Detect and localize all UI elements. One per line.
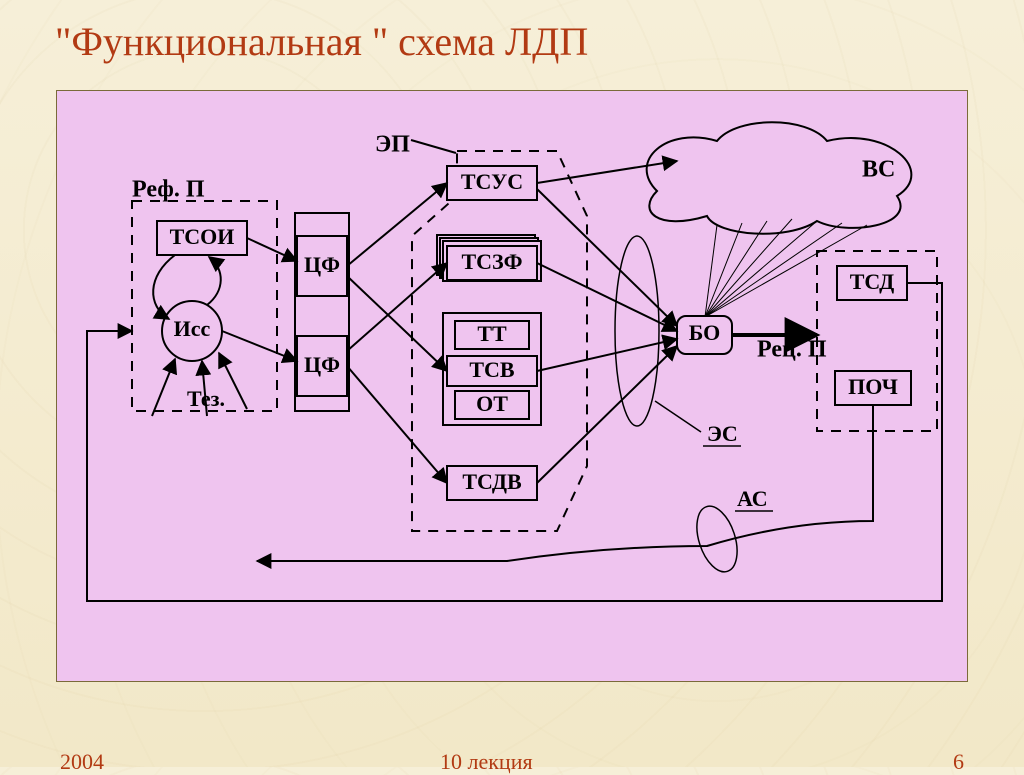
svg-text:БО: БО xyxy=(689,320,721,345)
svg-text:АС: АС xyxy=(737,486,768,511)
svg-text:ОТ: ОТ xyxy=(476,391,508,416)
footer-lecture: 10 лекция xyxy=(440,749,533,775)
slide: "Функциональная " схема ЛДП Реф. П ЭП Рец.… xyxy=(0,0,1024,767)
svg-text:ТСД: ТСД xyxy=(850,269,895,294)
svg-text:Тез.: Тез. xyxy=(187,386,225,411)
svg-text:ТСВ: ТСВ xyxy=(469,357,515,382)
footer-page: 6 xyxy=(953,749,964,775)
svg-text:Исс: Исс xyxy=(174,316,211,341)
svg-text:ЭП: ЭП xyxy=(375,132,410,158)
svg-text:ТСОИ: ТСОИ xyxy=(170,224,235,249)
svg-text:ВС: ВС xyxy=(862,157,895,183)
svg-text:ЦФ: ЦФ xyxy=(304,252,340,277)
slide-title: "Функциональная " схема ЛДП xyxy=(55,18,588,65)
svg-text:Рец. П: Рец. П xyxy=(757,337,827,363)
svg-text:ТСУС: ТСУС xyxy=(461,169,523,194)
svg-text:ТСДВ: ТСДВ xyxy=(462,469,522,494)
diagram-container: Реф. П ЭП Рец. П ВС ЭС ТСОИ Исс ЦФ ЦФ ТСУС ТСЗФ ТТ Т… xyxy=(56,90,968,682)
svg-text:ТСЗФ: ТСЗФ xyxy=(461,249,522,274)
footer-year: 2004 xyxy=(60,749,104,775)
svg-text:ПОЧ: ПОЧ xyxy=(848,374,898,399)
diagram-svg: Реф. П ЭП Рец. П ВС ЭС ТСОИ Исс ЦФ ЦФ ТСУС ТСЗФ ТТ Т… xyxy=(57,91,967,681)
svg-text:Реф. П: Реф. П xyxy=(132,177,205,203)
svg-text:ЦФ: ЦФ xyxy=(304,352,340,377)
svg-text:ТТ: ТТ xyxy=(477,321,507,346)
svg-text:ЭС: ЭС xyxy=(707,421,738,446)
